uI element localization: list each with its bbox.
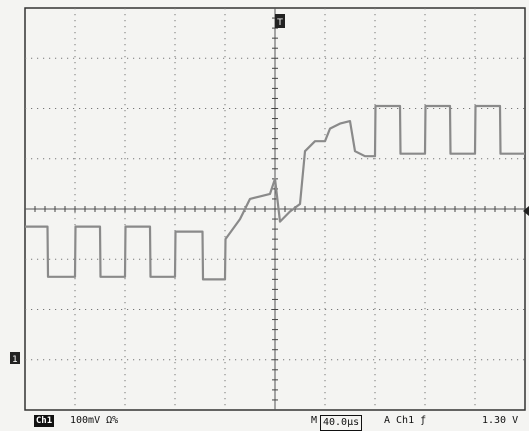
trigger-position-marker: T xyxy=(275,14,285,28)
timebase-prefix: M xyxy=(311,415,318,426)
trigger-level: 1.30 V xyxy=(482,415,519,426)
status-bar: Ch1 100mV Ω% M 40.0µs A Ch1 ƒ 1.30 V xyxy=(0,410,529,431)
waveform-series xyxy=(25,104,525,281)
svg-text:1: 1 xyxy=(12,355,18,365)
timebase: 40.0µs xyxy=(320,415,363,431)
graticule-center-axes xyxy=(25,8,525,410)
channel-badge: Ch1 xyxy=(34,415,54,427)
vertical-scale: 100mV Ω% xyxy=(70,415,119,426)
svg-text:T: T xyxy=(276,18,283,28)
ground-level-marker: 1 xyxy=(10,352,20,365)
waveform-line xyxy=(25,104,525,281)
trigger-level-arrow xyxy=(523,206,529,216)
trigger-source: A Ch1 ƒ xyxy=(384,415,427,426)
